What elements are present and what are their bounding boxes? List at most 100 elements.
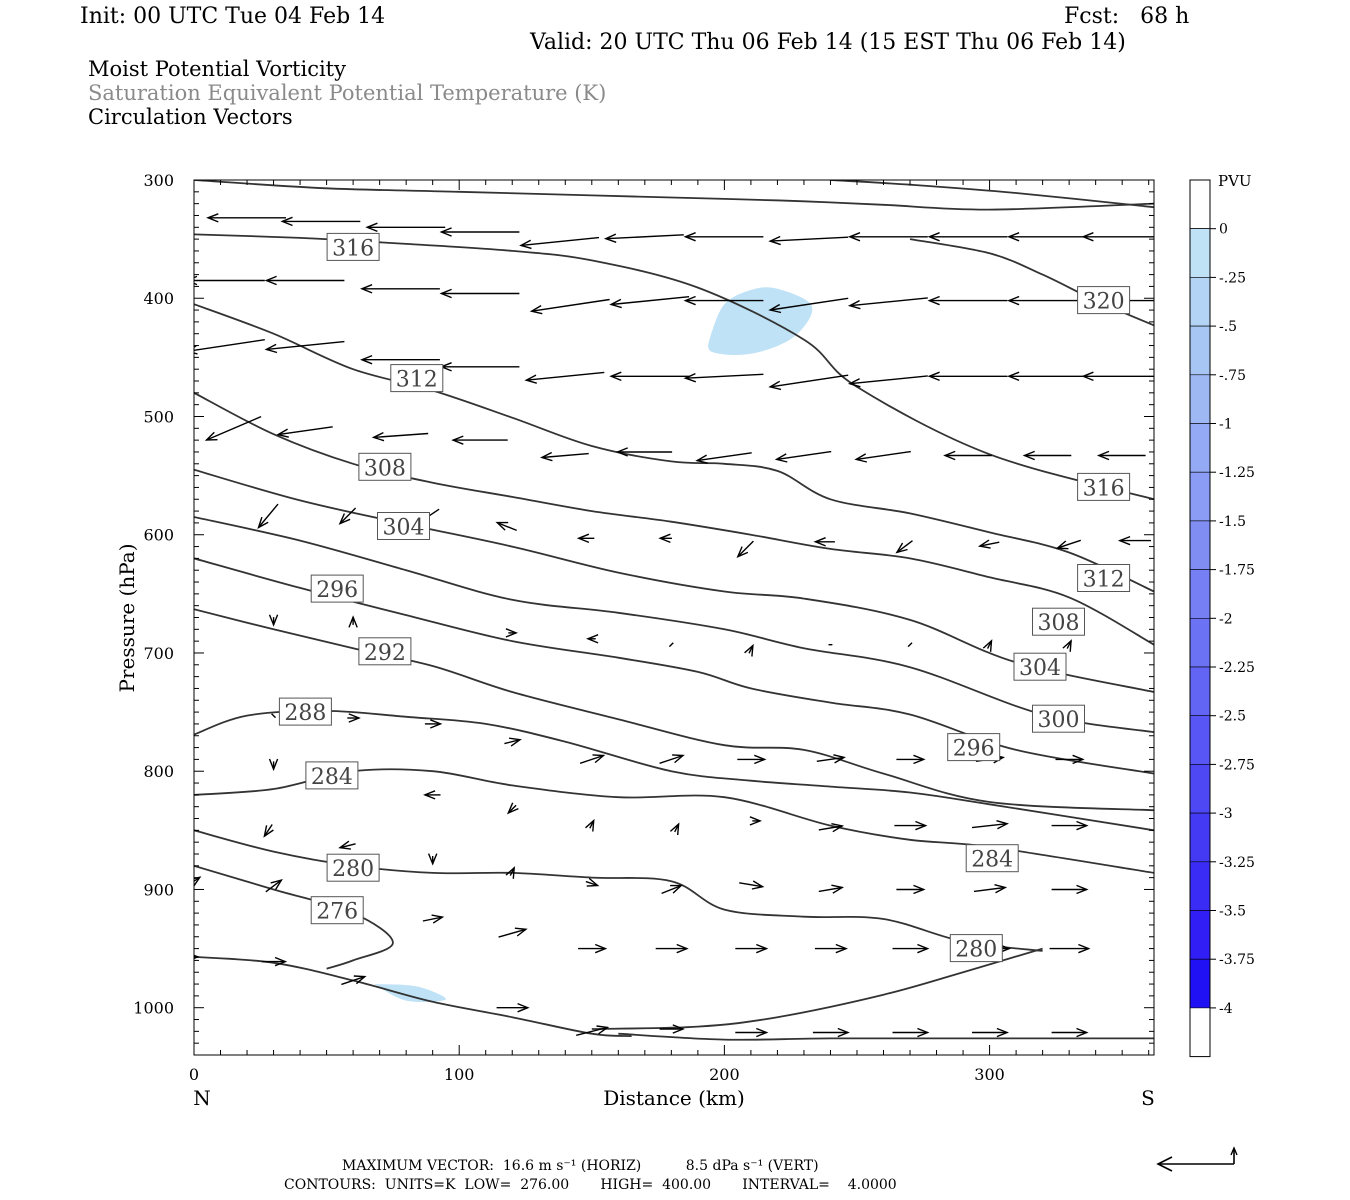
svg-text:280: 280 [955, 938, 997, 963]
x-end-label-north: N [193, 1086, 211, 1110]
svg-text:276: 276 [316, 900, 358, 925]
circulation-vector [927, 371, 1008, 382]
circulation-vector [265, 878, 283, 893]
circulation-vector [739, 880, 765, 890]
max-vector-note: MAXIMUM VECTOR: 16.6 m s⁻¹ (HORIZ) 8.5 d… [342, 1158, 819, 1174]
circulation-vector [268, 758, 279, 772]
contour-label: 308 [1032, 607, 1085, 636]
circulation-vector [615, 447, 673, 457]
contour-label: 320 [1077, 286, 1131, 315]
contour-label: 304 [1013, 652, 1067, 681]
circulation-vector [683, 232, 764, 242]
colorbar-label: -2 [1219, 611, 1233, 627]
circulation-vector [895, 540, 913, 554]
contour-label: 296 [947, 733, 1001, 762]
colorbar-swatch [1189, 715, 1211, 765]
theta-contour-320 [194, 180, 1154, 211]
theta-contour-276 [194, 956, 632, 1037]
theta-contour-308 [194, 392, 1154, 646]
svg-text:284: 284 [971, 848, 1013, 873]
circulation-vector [371, 431, 429, 442]
circulation-vector [768, 374, 849, 391]
circulation-vector [271, 713, 276, 719]
circulation-vector [1062, 639, 1072, 652]
circulation-vector [818, 823, 845, 833]
y-tick-label: 500 [143, 407, 174, 426]
circulation-vector [892, 943, 930, 954]
circulation-vector [768, 297, 849, 314]
circulation-vector [927, 232, 1008, 242]
circulation-vector [927, 295, 1008, 306]
circulation-vector [423, 790, 441, 800]
circulation-vector [264, 275, 345, 286]
colorbar-label: -3.75 [1219, 952, 1255, 968]
contour-label: 304 [377, 512, 430, 541]
circulation-vector [1117, 535, 1151, 546]
circulation-vector [972, 1027, 1009, 1038]
circulation-vector [683, 372, 764, 383]
circulation-vector [896, 754, 926, 765]
colorbar-swatch [1189, 764, 1211, 814]
colorbar-label: -2.5 [1219, 709, 1246, 725]
circulation-vector [1081, 371, 1154, 382]
colorbar-label: -1.25 [1219, 465, 1255, 481]
colorbar-swatch [1189, 228, 1211, 278]
circulation-vector [737, 754, 767, 765]
circulation-vector [1022, 450, 1072, 461]
circulation-vector [1051, 884, 1089, 895]
circulation-vector [1051, 820, 1089, 831]
pv-shading-region [374, 984, 447, 1002]
colorbar-label: 0 [1219, 222, 1228, 238]
field-title-vectors: Circulation Vectors [88, 105, 293, 129]
circulation-vector [360, 354, 440, 365]
y-tick-label: 800 [143, 762, 174, 781]
svg-text:284: 284 [311, 765, 353, 790]
colorbar-swatch [1189, 617, 1211, 668]
circulation-vector [669, 822, 680, 836]
valid-time: Valid: 20 UTC Thu 06 Feb 14 (15 EST Thu … [530, 30, 1126, 55]
svg-text:292: 292 [364, 641, 406, 666]
contour-label: 280 [326, 853, 380, 882]
colorbar-label: -1 [1219, 417, 1233, 433]
contour-label: 296 [310, 574, 364, 603]
circulation-vector [668, 642, 674, 648]
circulation-vector [338, 840, 356, 850]
circulation-vector [812, 1027, 850, 1038]
colorbar-swatch [1189, 277, 1211, 327]
circulation-vector [586, 634, 599, 644]
circulation-vector [655, 943, 689, 954]
colorbar-swatch [1189, 861, 1211, 911]
x-tick-label: 200 [709, 1065, 740, 1084]
circulation-vector [1049, 943, 1091, 954]
colorbar-label: -1.5 [1219, 514, 1246, 530]
circulation-vector [977, 539, 1000, 549]
x-tick-label: 300 [974, 1065, 1005, 1084]
circulation-vector [907, 642, 913, 648]
circulation-vector [585, 877, 600, 887]
circulation-vector [854, 450, 911, 463]
contour-label: 284 [305, 761, 359, 790]
y-tick-label: 300 [143, 171, 174, 190]
contour-label: 288 [278, 697, 332, 726]
colorbar-swatch [1189, 569, 1211, 619]
circulation-vector [1096, 450, 1146, 461]
circulation-vector [603, 233, 684, 243]
svg-text:316: 316 [332, 236, 374, 261]
svg-text:300: 300 [1038, 708, 1080, 733]
colorbar-swatch [1189, 812, 1211, 863]
circulation-vector [813, 537, 835, 547]
circulation-vector [982, 639, 993, 652]
svg-text:320: 320 [1083, 290, 1125, 315]
circulation-vector [816, 754, 846, 764]
colorbar-swatch [1189, 958, 1211, 1009]
colorbar-frame [1189, 179, 1211, 1058]
colorbar-label: -2.75 [1219, 757, 1255, 773]
colorbar-swatch [1189, 374, 1211, 424]
circulation-vector [1055, 539, 1082, 550]
circulation-vector [1007, 295, 1087, 306]
circulation-vector [424, 719, 443, 729]
y-tick-label: 900 [143, 880, 174, 899]
colorbar-swatch [1189, 471, 1211, 522]
circulation-vector [943, 450, 992, 461]
